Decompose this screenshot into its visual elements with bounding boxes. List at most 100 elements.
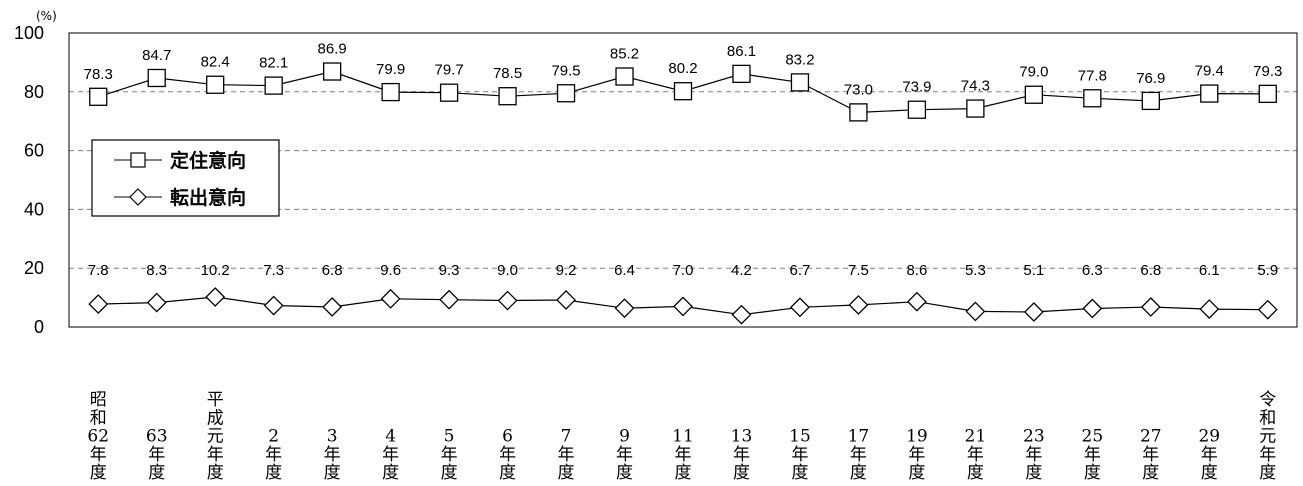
x-category-char: 度 [908,463,925,483]
x-category-char: 9 [619,427,630,447]
x-category-char: 年 [265,445,282,465]
x-category-char: 13 [731,427,753,447]
data-label: 76.9 [1136,70,1165,87]
data-point-square [1200,84,1219,103]
data-point-square [673,82,693,101]
x-category-char: 62 [87,427,109,447]
data-point-square [907,100,927,119]
x-category-char: 年 [616,445,633,465]
x-category-char: 19 [906,427,928,447]
legend-square-marker [130,152,146,168]
data-label: 7.0 [673,262,694,279]
data-label: 6.7 [790,262,811,279]
data-point-square [1083,89,1102,108]
x-category-char: 年 [733,445,750,465]
x-category-char: 年 [499,445,516,465]
x-category-char: 年 [441,445,458,465]
data-point-square [1141,91,1160,111]
x-category-char: 令 [1259,390,1276,410]
data-point-square [322,62,342,81]
x-category-char: 年 [850,445,867,465]
y-tick-label: 0 [34,317,44,337]
x-category-label: 5年度 [441,427,458,483]
data-label: 80.2 [668,60,697,77]
data-point-diamond [322,297,343,317]
data-label: 7.3 [263,262,284,279]
y-tick-label: 40 [24,199,44,219]
data-label: 4.2 [731,262,752,279]
data-label: 82.1 [259,55,288,72]
y-tick-label: 80 [24,82,44,102]
x-category-char: 6 [502,427,513,447]
legend-entry-move: 転出意向 [114,186,246,209]
data-label: 10.2 [201,262,230,279]
x-category-char: 元 [207,427,224,447]
x-category-char: 度 [90,463,107,483]
x-category-char: 度 [207,463,224,483]
x-category-char: 度 [1201,463,1218,483]
data-label: 6.1 [1199,262,1220,279]
x-category-label: 6年度 [499,427,516,483]
data-point-diamond [380,288,401,309]
x-category-char: 年 [908,445,925,465]
data-label: 5.1 [1023,262,1044,279]
x-category-char: 平 [207,390,224,410]
data-point-diamond [1257,299,1278,320]
data-point-diamond [1082,298,1103,319]
data-label: 85.2 [610,46,639,63]
data-point-diamond [88,294,109,314]
x-category-char: 25 [1082,427,1104,447]
x-category-char: 年 [1259,445,1276,465]
data-point-diamond [731,304,752,325]
data-point-diamond [146,292,167,313]
legend-entry-settle: 定住意向 [114,149,246,172]
x-category-char: 63 [146,427,168,447]
data-label: 5.9 [1257,262,1278,279]
x-category-char: 度 [1259,463,1276,483]
x-category-char: 度 [967,463,984,483]
data-label: 8.3 [146,262,167,279]
data-label: 9.0 [497,262,518,279]
data-point-square [147,68,166,88]
data-label: 79.3 [1253,63,1282,80]
x-category-label: 9年度 [616,427,633,483]
x-category-char: 2 [268,427,279,447]
x-category-char: 年 [1084,445,1101,465]
x-category-char: 年 [967,445,984,465]
x-category-char: 度 [382,463,399,483]
data-point-diamond [439,289,460,310]
x-category-char: 7 [561,427,572,447]
x-category-char: 度 [1025,463,1042,483]
data-label: 79.5 [551,62,580,79]
x-category-char: 度 [441,463,458,483]
x-category-char: 和 [90,408,107,428]
x-category-char: 年 [207,445,224,465]
data-label: 83.2 [785,51,814,68]
y-tick-label: 100 [14,23,44,43]
x-category-char: 21 [965,427,987,447]
data-label: 73.9 [902,79,931,96]
x-category-char: 年 [558,445,575,465]
data-label: 79.0 [1019,64,1048,81]
x-category-char: 4 [385,427,396,447]
x-category-char: 元 [1259,427,1276,447]
data-label: 78.3 [84,66,113,83]
data-point-diamond [790,297,810,318]
data-point-square [439,83,459,102]
data-point-square [615,67,634,86]
data-label: 7.5 [848,262,869,279]
plot-area-border [68,32,1298,328]
data-label: 82.4 [201,54,230,71]
x-category-char: 和 [1259,408,1276,428]
data-point-square [966,99,985,118]
data-point-diamond [205,287,226,307]
